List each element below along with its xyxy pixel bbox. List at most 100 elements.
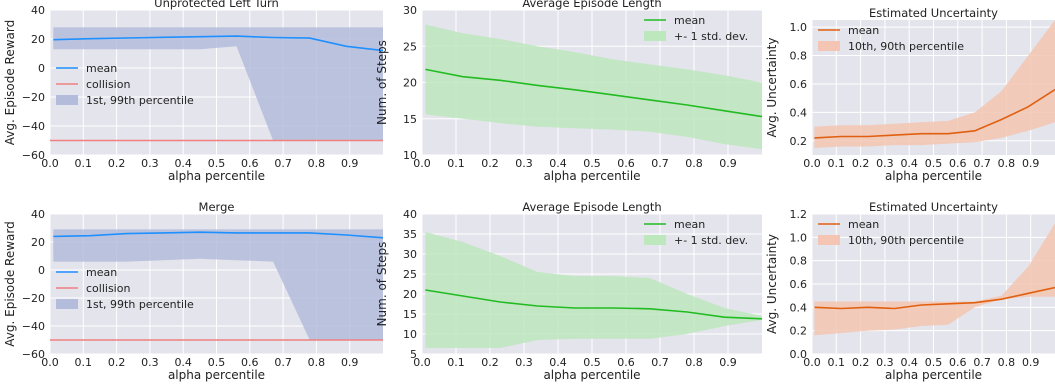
y-tick-label: 20 [403, 77, 417, 90]
x-tick-label: 0.5 [925, 157, 943, 170]
legend-swatch [818, 41, 840, 51]
x-tick-label: 0.7 [651, 356, 669, 369]
x-tick-label: 0.6 [617, 157, 635, 170]
x-tick-label: 0.3 [876, 157, 894, 170]
legend-label: +- 1 std. dev. [674, 30, 748, 43]
x-tick-label: 0.3 [515, 356, 533, 369]
x-tick-label: 0.8 [308, 356, 326, 369]
x-tick-label: 0.4 [900, 356, 918, 369]
legend-label: 10th, 90th percentile [848, 40, 964, 53]
x-tick-label: 0.7 [651, 157, 669, 170]
x-tick-label: 0.6 [241, 157, 259, 170]
x-tick-label: 0.7 [973, 356, 991, 369]
legend-swatch [56, 95, 78, 105]
x-tick-label: 0.8 [685, 356, 703, 369]
mean-line [53, 231, 383, 239]
y-tick-label: 0.4 [790, 301, 808, 314]
x-tick-label: 0.4 [900, 157, 918, 170]
band-1 [425, 232, 762, 348]
x-tick-label: 0.2 [481, 157, 499, 170]
x-tick-label: 0.8 [998, 356, 1016, 369]
x-tick-label: 0.3 [515, 157, 533, 170]
chart-title: Average Episode Length [522, 200, 661, 214]
y-tick-label: 40 [403, 208, 417, 221]
plot-series [50, 27, 383, 142]
legend-label: mean [86, 62, 117, 75]
x-tick-label: 0.4 [549, 356, 567, 369]
x-tick-label: 0.6 [241, 356, 259, 369]
y-tick-label: 20 [403, 288, 417, 301]
y-tick-label: 15 [403, 308, 417, 321]
x-tick-label: 0.6 [949, 356, 967, 369]
x-tick-label: 0.8 [685, 157, 703, 170]
y-tick-label: 0.6 [790, 78, 808, 91]
legend-label: 1st, 99th percentile [86, 94, 194, 107]
x-tick-label: 0.3 [141, 356, 159, 369]
mean-line [814, 286, 1055, 310]
y-tick-label: 1.2 [790, 208, 808, 221]
chart-panel-5: 0.0 0.1 0.2 0.3 0.4 0.5 0.6 0.7 0.8 0.9 40 35 30 25 20… [375, 200, 762, 382]
x-tick-label: 0.2 [108, 157, 126, 170]
x-tick-label: 0.5 [583, 356, 601, 369]
x-axis-label: alpha percentile [543, 368, 640, 382]
y-tick-label: 15 [403, 113, 417, 126]
legend-label: collision [86, 78, 130, 91]
legend-label: 10th, 90th percentile [848, 234, 964, 247]
x-tick-label: 0.1 [828, 356, 846, 369]
y-tick-label: −20 [22, 91, 45, 104]
y-axis-label: Avg. Uncertainty [765, 38, 779, 138]
x-tick-label: 0.6 [617, 356, 635, 369]
legend: mean 10th, 90th percentile [818, 24, 964, 53]
y-axis-label: Avg. Uncertainty [765, 234, 779, 334]
x-axis-label: alpha percentile [543, 169, 640, 183]
y-tick-label: 20 [31, 236, 45, 249]
x-tick-label: 0.0 [41, 356, 59, 369]
legend-label: +- 1 std. dev. [674, 234, 748, 247]
x-tick-label: 0.7 [274, 356, 292, 369]
chart-panel-6: 0.0 0.1 0.2 0.3 0.4 0.5 0.6 0.7 0.8 0.9 1.2 1.0 0.8 0… [765, 200, 1055, 382]
y-tick-label: 0.0 [790, 348, 808, 361]
y-tick-label: 0.4 [790, 106, 808, 119]
x-tick-label: 0.3 [141, 157, 159, 170]
x-tick-label: 0.5 [208, 356, 226, 369]
chart-title: Estimated Uncertainty [869, 200, 998, 214]
chart-panel-3: 0.0 0.1 0.2 0.3 0.4 0.5 0.6 0.7 0.8 0.9 1.0 0.8 0.6 0… [765, 6, 1055, 183]
x-tick-label: 0.1 [828, 157, 846, 170]
legend-label: mean [674, 14, 705, 27]
y-tick-label: 25 [403, 40, 417, 53]
x-tick-label: 0.1 [75, 157, 93, 170]
y-axis-label: Avg. Episode Reward [3, 20, 17, 145]
y-tick-label: −60 [22, 348, 45, 361]
x-tick-label: 0.0 [413, 157, 431, 170]
plot-series [814, 20, 1055, 148]
chart-title: Merge [199, 200, 235, 214]
y-tick-label: −60 [22, 149, 45, 162]
y-axis-label: Num. of Steps [375, 242, 389, 327]
legend-label: mean [86, 266, 117, 279]
y-tick-label: 25 [403, 268, 417, 281]
x-tick-label: 0.0 [413, 356, 431, 369]
x-tick-label: 0.2 [852, 157, 870, 170]
mean-line [814, 88, 1055, 139]
plot-series [50, 229, 383, 341]
x-tick-label: 0.1 [75, 356, 93, 369]
x-tick-label: 0.4 [174, 356, 192, 369]
y-axis-label: Num. of Steps [375, 40, 389, 125]
x-axis-label: alpha percentile [885, 169, 982, 183]
x-tick-label: 0.9 [719, 157, 737, 170]
y-tick-label: 40 [31, 4, 45, 17]
mean-line [425, 289, 762, 320]
x-axis-label: alpha percentile [885, 368, 982, 382]
x-tick-label: 0.3 [876, 356, 894, 369]
x-axis-label: alpha percentile [168, 368, 265, 382]
band-2 [53, 27, 383, 141]
x-tick-label: 0.6 [949, 157, 967, 170]
plot-series [425, 24, 762, 150]
y-tick-label: 0.2 [790, 325, 808, 338]
legend-label: mean [848, 218, 879, 231]
mean-line [425, 68, 762, 118]
y-tick-label: 30 [403, 4, 417, 17]
y-tick-label: 0 [38, 264, 45, 277]
legend: mean +- 1 std. dev. [644, 14, 748, 43]
x-tick-label: 0.9 [1022, 356, 1040, 369]
